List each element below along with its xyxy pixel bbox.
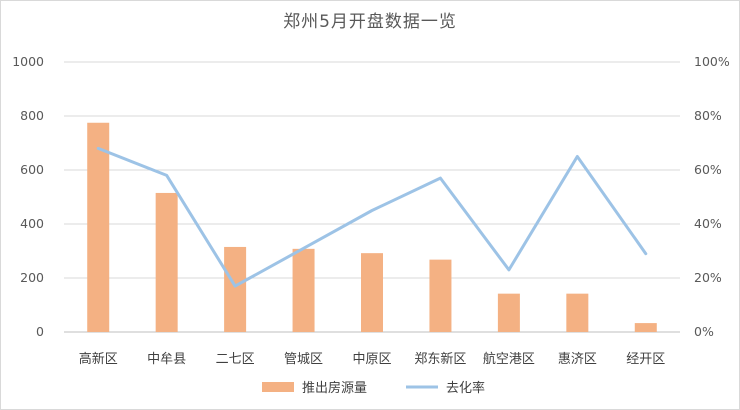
category-label: 高新区 <box>79 351 118 367</box>
bar <box>361 253 383 332</box>
category-label: 二七区 <box>216 352 255 367</box>
legend-label-line: 去化率 <box>446 380 485 396</box>
left-axis-tick-label: 600 <box>20 162 44 177</box>
bar <box>155 192 178 332</box>
category-label: 中原区 <box>352 352 391 367</box>
left-axis-labels: 0 200 400 600 800 1000 <box>12 54 44 339</box>
left-axis-tick-label: 0 <box>36 324 44 339</box>
right-axis-labels: 0% 20% 40% 60% 80% 100% <box>694 54 730 339</box>
right-axis-tick-label: 100% <box>694 54 730 69</box>
bar <box>292 248 315 332</box>
series-line <box>96 146 648 288</box>
legend: 推出房源量 去化率 <box>262 380 485 396</box>
right-axis-tick-label: 20% <box>694 270 722 285</box>
right-axis-tick-label: 80% <box>694 108 722 123</box>
bar <box>224 246 247 332</box>
category-label: 管城区 <box>284 352 323 367</box>
left-axis-tick-label: 800 <box>20 108 44 123</box>
bar <box>634 323 657 332</box>
bar-series <box>87 122 657 332</box>
category-label: 中牟县 <box>147 352 186 367</box>
chart-title: 郑州5月开盘数据一览 <box>283 12 457 32</box>
category-label: 惠济区 <box>558 352 597 367</box>
right-axis-tick-label: 0% <box>694 324 714 339</box>
right-axis-tick-label: 40% <box>694 216 722 231</box>
category-label: 航空港区 <box>483 351 535 367</box>
legend-swatch-bars <box>262 382 294 392</box>
left-axis-tick-label: 400 <box>20 216 44 231</box>
category-labels: 高新区 中牟县 二七区 管城区 中原区 郑东新区 航空港区 惠济区 经开区 <box>79 351 666 367</box>
bar <box>497 293 520 332</box>
bar <box>87 122 110 332</box>
right-axis-tick-label: 60% <box>694 162 722 177</box>
left-axis-tick-label: 200 <box>20 270 44 285</box>
bar <box>429 259 452 332</box>
legend-label-bars: 推出房源量 <box>302 380 367 396</box>
line-series <box>96 146 648 288</box>
category-label: 郑东新区 <box>414 351 466 367</box>
left-axis-tick-label: 1000 <box>12 54 44 69</box>
category-label: 经开区 <box>626 352 665 367</box>
bar <box>566 293 589 332</box>
